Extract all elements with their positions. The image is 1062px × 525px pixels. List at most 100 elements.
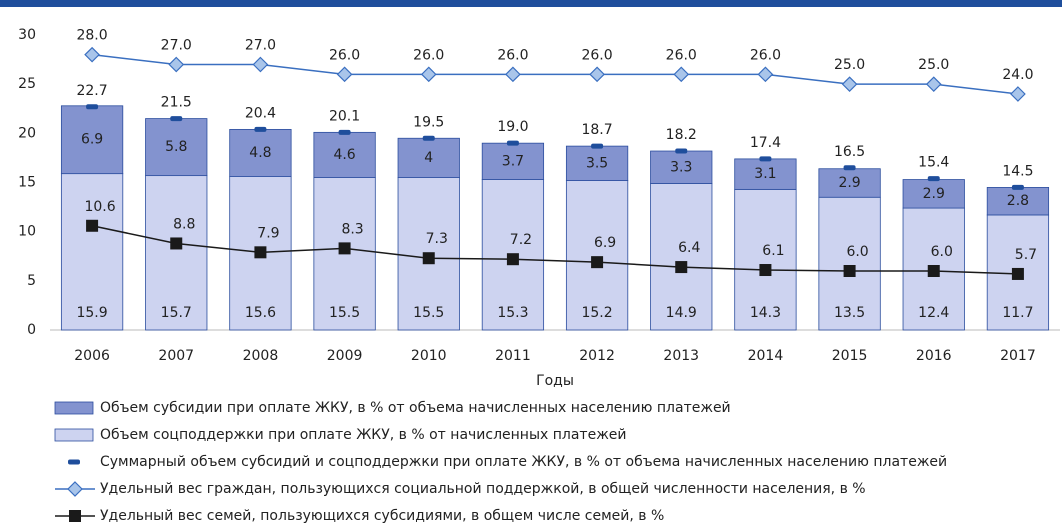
- line-label: 6.0: [931, 244, 953, 260]
- total-marker: [927, 176, 940, 182]
- bar-label: 3.3: [670, 159, 692, 175]
- total-marker: [759, 156, 772, 162]
- line-label: 28.0: [76, 28, 107, 44]
- diamond-marker: [84, 46, 100, 63]
- bar-label: 3.7: [502, 153, 524, 169]
- diamond-marker: [925, 76, 942, 93]
- bar-segment: [818, 168, 881, 198]
- bar-label: 2.8: [1007, 193, 1029, 209]
- diamond-marker: [673, 66, 690, 83]
- line-label: 7.9: [257, 225, 279, 241]
- bar-segment: [818, 196, 881, 331]
- bar-segment: [565, 180, 629, 331]
- square-marker: [170, 237, 183, 250]
- diamond-marker: [841, 76, 858, 93]
- legend-swatch: [54, 401, 94, 415]
- diamond-marker: [168, 56, 185, 73]
- total-label: 15.4: [918, 155, 949, 171]
- bar-label: 14.3: [750, 305, 781, 321]
- bar-label: 15.9: [76, 305, 107, 321]
- total-label: 16.5: [834, 144, 865, 160]
- top-band: [0, 0, 1062, 7]
- total-marker: [1011, 184, 1024, 190]
- diamond-marker: [420, 66, 437, 83]
- bar-segment: [734, 188, 797, 331]
- total-label: 14.5: [1002, 163, 1033, 179]
- line-label: 27.0: [245, 38, 276, 54]
- x-tick-label: 2007: [158, 348, 194, 364]
- bar-label: 15.3: [497, 305, 528, 321]
- x-tick-label: 2010: [411, 348, 447, 364]
- bar-segment: [902, 179, 965, 209]
- total-marker: [254, 126, 267, 132]
- x-tick-label: 2011: [495, 348, 531, 364]
- line-label: 6.9: [594, 235, 616, 251]
- diamond-marker: [589, 66, 605, 83]
- bar-label: 2.9: [923, 186, 945, 202]
- total-marker: [591, 143, 604, 149]
- bar-segment: [650, 183, 713, 331]
- total-marker: [506, 140, 519, 146]
- total-label: 20.1: [329, 108, 360, 124]
- square-marker: [69, 510, 81, 522]
- bar-label: 15.2: [581, 305, 612, 321]
- line-label: 26.0: [750, 47, 781, 63]
- square-marker: [591, 256, 604, 269]
- line-label: 26.0: [666, 47, 697, 63]
- y-tick-label: 20: [18, 125, 36, 141]
- x-tick-label: 2013: [663, 348, 699, 364]
- total-label: 22.7: [76, 83, 107, 99]
- legend-swatch: [68, 459, 80, 465]
- total-label: 21.5: [161, 95, 192, 111]
- line-label: 6.0: [846, 244, 868, 260]
- total-label: 19.5: [413, 114, 444, 130]
- bar-segment: [650, 150, 713, 184]
- legend-label: Удельный вес семей, пользующихся субсиди…: [100, 508, 664, 524]
- total-marker: [422, 135, 435, 141]
- bar-label: 3.1: [754, 166, 776, 182]
- legend-label: Объем субсидии при оплате ЖКУ, в % от об…: [100, 400, 731, 416]
- total-marker: [170, 116, 183, 122]
- bar-segment: [145, 118, 208, 177]
- diamond-marker: [252, 56, 269, 73]
- square-marker: [254, 246, 267, 259]
- bar-label: 4: [424, 150, 433, 166]
- bar-label: 15.6: [245, 305, 276, 321]
- square-marker: [1011, 267, 1024, 280]
- x-tick-label: 2008: [243, 348, 279, 364]
- line-label: 7.2: [510, 232, 532, 248]
- bar-segment: [397, 137, 460, 178]
- line-label: 6.1: [762, 243, 784, 259]
- x-tick-label: 2016: [916, 348, 952, 364]
- total-label: 19.0: [497, 119, 528, 135]
- y-tick-label: 5: [27, 273, 36, 289]
- bar-label: 14.9: [666, 305, 697, 321]
- line-label: 26.0: [497, 47, 528, 63]
- total-marker: [338, 129, 351, 135]
- line-series: [91, 53, 1019, 95]
- x-tick-label: 2014: [748, 348, 784, 364]
- total-label: 18.2: [666, 127, 697, 143]
- total-label: 18.7: [581, 122, 612, 138]
- square-marker: [759, 264, 772, 277]
- bar-segment: [565, 145, 629, 181]
- bar-label: 4.8: [249, 145, 271, 161]
- y-tick-label: 10: [18, 224, 36, 240]
- diamond-marker: [336, 66, 353, 83]
- y-tick-label: 25: [18, 76, 36, 92]
- bar-label: 5.8: [165, 139, 187, 155]
- line-label: 26.0: [581, 47, 612, 63]
- y-tick-label: 0: [27, 322, 36, 338]
- square-marker: [338, 242, 351, 255]
- bar-label: 6.9: [81, 132, 103, 148]
- legend-label: Суммарный объем субсидий и соцподдержки …: [100, 454, 947, 470]
- total-label: 17.4: [750, 135, 781, 151]
- y-tick-label: 15: [18, 175, 36, 191]
- bar-label: 13.5: [834, 305, 865, 321]
- diamond-marker: [67, 481, 83, 497]
- total-marker: [843, 165, 856, 171]
- bar-label: 2.9: [838, 175, 860, 191]
- legend-label: Удельный вес граждан, пользующихся социа…: [100, 481, 866, 497]
- line-series: [91, 225, 1018, 275]
